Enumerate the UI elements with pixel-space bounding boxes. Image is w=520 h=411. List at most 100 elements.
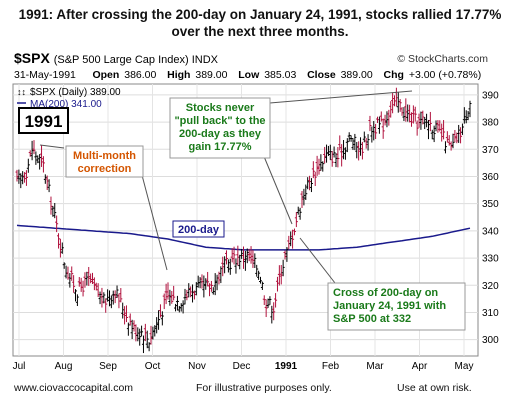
price-bar — [68, 273, 72, 288]
price-bar — [17, 169, 21, 184]
price-bar — [242, 246, 245, 269]
price-bar — [376, 116, 380, 123]
price-bar — [145, 330, 149, 349]
price-bar — [132, 320, 136, 332]
footer-risk: Use at own risk. — [397, 382, 472, 394]
price-bar — [115, 285, 119, 298]
price-bar — [141, 335, 145, 354]
price-bar — [223, 256, 227, 274]
footer-site: www.ciovaccocapital.com — [14, 382, 134, 394]
price-bar — [291, 229, 295, 249]
y-tick-label: 360 — [482, 172, 499, 183]
chg-value: +3.00 (+0.78%) — [408, 69, 482, 81]
x-tick-label: Feb — [322, 361, 340, 372]
price-bar — [111, 290, 115, 305]
price-bar — [87, 266, 91, 286]
grid-layer — [13, 84, 478, 356]
low-value: 385.03 — [264, 69, 297, 81]
quote-date: 31-May-1991 — [14, 69, 76, 81]
quote-bar: 31-May-1991 Open 386.00 High 389.00 Low … — [14, 69, 484, 81]
price-bar — [30, 140, 34, 161]
price-bar — [191, 284, 195, 303]
price-bar — [32, 140, 36, 155]
y-tick-label: 350 — [482, 199, 499, 210]
price-bar — [315, 155, 319, 176]
price-bar — [292, 228, 296, 236]
price-bar — [338, 135, 342, 151]
price-bar — [238, 254, 242, 270]
price-bar — [253, 253, 257, 268]
price-bar — [41, 156, 45, 173]
price-bar — [155, 317, 159, 334]
price-bar — [236, 245, 240, 266]
price-bar — [147, 342, 151, 352]
high-value: 389.00 — [195, 69, 228, 81]
price-bar — [345, 138, 349, 153]
price-bar — [140, 325, 144, 337]
price-bar — [387, 109, 391, 126]
annotation-cross: Cross of 200-day on January 24, 1991 wit… — [327, 282, 466, 331]
price-bar — [445, 131, 449, 143]
price-bar — [213, 273, 217, 296]
price-bar — [151, 326, 155, 340]
price-bar — [313, 171, 317, 187]
y-tick-label: 300 — [482, 335, 499, 346]
price-bar — [138, 328, 142, 346]
price-bar — [357, 141, 361, 161]
price-bar — [309, 178, 313, 193]
price-bar — [100, 287, 104, 308]
annotation-correction-line-1: Multi-month — [73, 150, 136, 162]
price-bar — [230, 248, 234, 263]
price-bar — [51, 205, 55, 217]
y-tick-label: 390 — [482, 90, 499, 101]
price-bar — [38, 154, 42, 170]
price-bar — [264, 299, 268, 318]
price-bar — [26, 158, 30, 173]
price-bar — [389, 101, 393, 118]
price-bar — [62, 262, 66, 269]
price-bar — [157, 310, 161, 330]
x-tick-label: Mar — [366, 361, 384, 372]
price-bar — [466, 110, 470, 121]
annotation-1991-text: 1991 — [25, 112, 63, 131]
price-bar — [281, 259, 285, 277]
price-bar — [436, 120, 440, 133]
price-bar — [285, 247, 289, 262]
y-tick-label: 330 — [482, 254, 499, 265]
price-bar — [451, 133, 455, 149]
price-bar — [219, 266, 223, 284]
price-bar — [311, 161, 315, 179]
price-bars — [15, 87, 472, 354]
annotation-correction: Multi-month correction — [65, 145, 144, 178]
price-bar — [192, 290, 196, 300]
price-bar — [58, 238, 62, 258]
price-bar — [232, 246, 236, 265]
annotation-no-pullback-line-4: gain 17.77% — [189, 141, 252, 153]
price-bar — [175, 295, 179, 311]
price-bar — [457, 124, 461, 143]
price-bar — [117, 293, 121, 309]
price-bar — [360, 141, 364, 160]
y-tick-label: 370 — [482, 145, 499, 156]
price-bar — [225, 250, 229, 265]
price-bar — [404, 98, 408, 122]
price-bar — [102, 292, 106, 304]
annotation-no-pullback-line-3: 200-day as they — [179, 128, 262, 140]
price-bar — [49, 196, 53, 215]
price-bar — [128, 313, 132, 326]
price-bar — [440, 123, 444, 142]
price-bar — [119, 288, 123, 303]
annotation-cross-line-2: January 24, 1991 with — [333, 300, 446, 312]
y-tick-label: 320 — [482, 281, 499, 292]
price-bar — [408, 104, 412, 123]
price-bar — [98, 291, 102, 305]
price-bar — [270, 305, 274, 324]
price-bar — [342, 140, 346, 160]
price-bar — [89, 273, 93, 284]
price-bar — [368, 115, 372, 132]
price-bar — [300, 191, 304, 208]
annotation-cross-line-1: Cross of 200-day on — [333, 287, 438, 299]
price-bar — [226, 259, 230, 273]
price-bar — [234, 258, 238, 274]
legend-ma: MA(200) 341.00 — [30, 99, 102, 110]
